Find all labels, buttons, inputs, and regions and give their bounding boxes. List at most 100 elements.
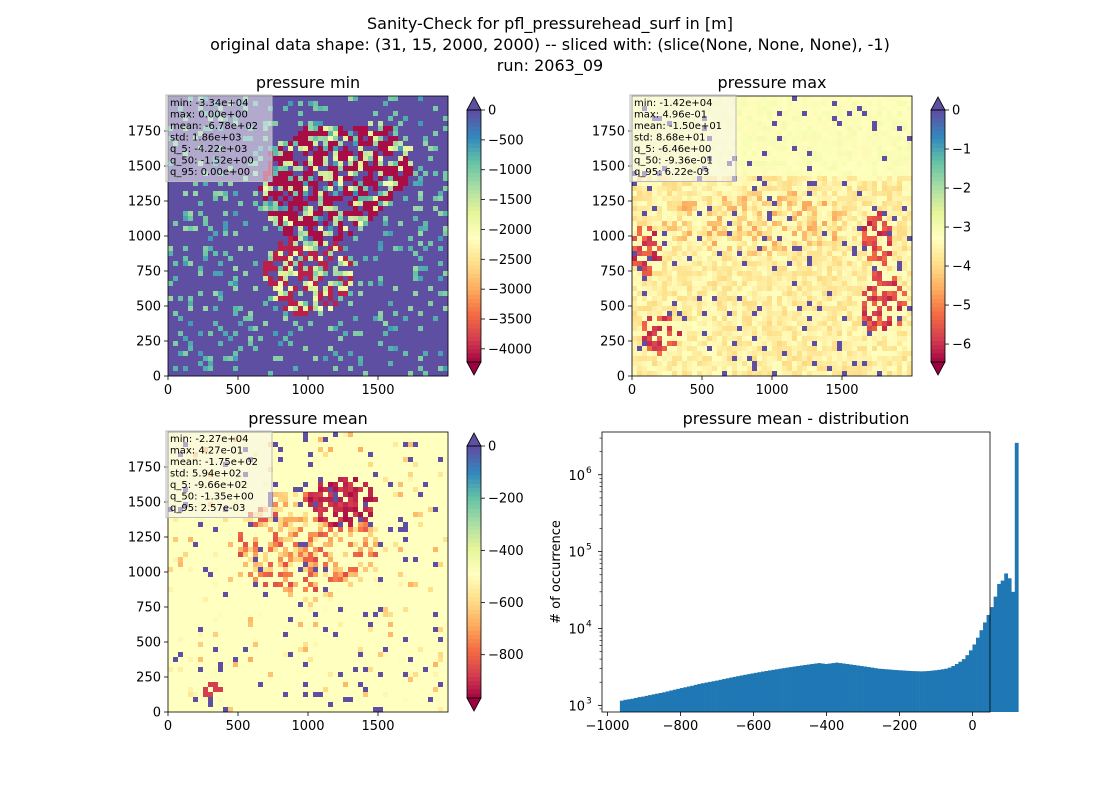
heatmap-cell [393,161,399,167]
heatmap-cell [632,181,638,187]
heatmap-cell [168,341,174,347]
heatmap-cell [762,261,768,267]
heatmap-cell [243,371,249,377]
heatmap-cell [358,116,364,122]
heatmap-cell [772,96,778,102]
heatmap-cell [398,156,404,162]
heatmap-cell [343,276,349,282]
heatmap-cell [228,336,234,342]
heatmap-cell [707,331,713,337]
heatmap-cell [223,316,229,322]
heatmap-cell [233,346,239,352]
y-tick-label: 500 [136,300,161,315]
heatmap-cell [403,146,409,152]
heatmap-cell [647,301,653,307]
heatmap-cell [338,106,344,112]
heatmap-cell [687,261,693,267]
heatmap-cell [667,236,673,242]
heatmap-cell [318,356,324,362]
heatmap-cell [697,341,703,347]
heatmap-cell [757,366,763,372]
colorbar-segment [467,248,481,254]
heatmap-cell [712,191,718,197]
heatmap-cell [293,281,299,287]
heatmap-cell [258,296,264,302]
heatmap-cell [248,351,254,357]
heatmap-cell [328,176,334,182]
heatmap-cell [672,216,678,222]
heatmap-cell [238,301,244,307]
heatmap-cell [373,206,379,212]
heatmap-cell [667,226,673,232]
heatmap-cell [318,261,324,267]
heatmap-cell [208,351,214,357]
heatmap-cell [318,116,324,122]
heatmap-cell [777,106,783,112]
heatmap-cell [712,341,718,347]
heatmap-cell [333,311,339,317]
heatmap-cell [637,321,643,327]
heatmap-cell [368,226,374,232]
heatmap-cell [318,341,324,347]
heatmap-cell [373,346,379,352]
heatmap-cell [218,221,224,227]
heatmap-cell [772,256,778,262]
heatmap-cell [233,361,239,367]
colorbar-segment [467,126,481,132]
heatmap-cell [303,371,309,377]
heatmap-cell [697,331,703,337]
heatmap-cell [383,236,389,242]
heatmap-cell [393,331,399,337]
heatmap-cell [213,366,219,372]
heatmap-cell [642,236,648,242]
heatmap-cell [203,231,209,237]
heatmap-cell [777,156,783,162]
heatmap-cell [373,361,379,367]
heatmap-cell [687,346,693,352]
heatmap-cell [677,221,683,227]
heatmap-cell [413,131,419,137]
heatmap-cell [168,271,174,277]
heatmap-cell [767,281,773,287]
heatmap-cell [632,266,638,272]
heatmap-cell [657,211,663,217]
heatmap-cell [273,141,279,147]
heatmap-cell [373,166,379,172]
heatmap-cell [408,286,414,292]
heatmap-cell [333,276,339,282]
heatmap-cell [657,201,663,207]
heatmap-cell [732,221,738,227]
heatmap-cell [722,296,728,302]
heatmap-cell [742,341,748,347]
heatmap-cell [378,136,384,142]
heatmap-cell [283,216,289,222]
heatmap-cell [642,336,648,342]
heatmap-cell [203,241,209,247]
heatmap-cell [727,356,733,362]
heatmap-cell [443,96,449,102]
heatmap-cell [378,241,384,247]
heatmap-cell [363,316,369,322]
heatmap-cell [632,211,638,217]
heatmap-cell [423,366,429,372]
heatmap-cell [642,361,648,367]
heatmap-cell [213,311,219,317]
heatmap-cell [213,321,219,327]
heatmap-cell [657,306,663,312]
heatmap-cell [727,216,733,222]
heatmap-cell [423,306,429,312]
heatmap-cell [318,146,324,152]
heatmap-cell [178,251,184,257]
heatmap-cell [438,186,444,192]
heatmap-cell [667,246,673,252]
heatmap-cell [308,296,314,302]
heatmap-cell [183,211,189,217]
heatmap-cell [223,366,229,372]
heatmap-cell [228,326,234,332]
heatmap-cell [328,296,334,302]
heatmap-cell [198,286,204,292]
heatmap-cell [313,166,319,172]
heatmap-cell [632,276,638,282]
heatmap-cell [343,271,349,277]
heatmap-cell [632,206,638,212]
